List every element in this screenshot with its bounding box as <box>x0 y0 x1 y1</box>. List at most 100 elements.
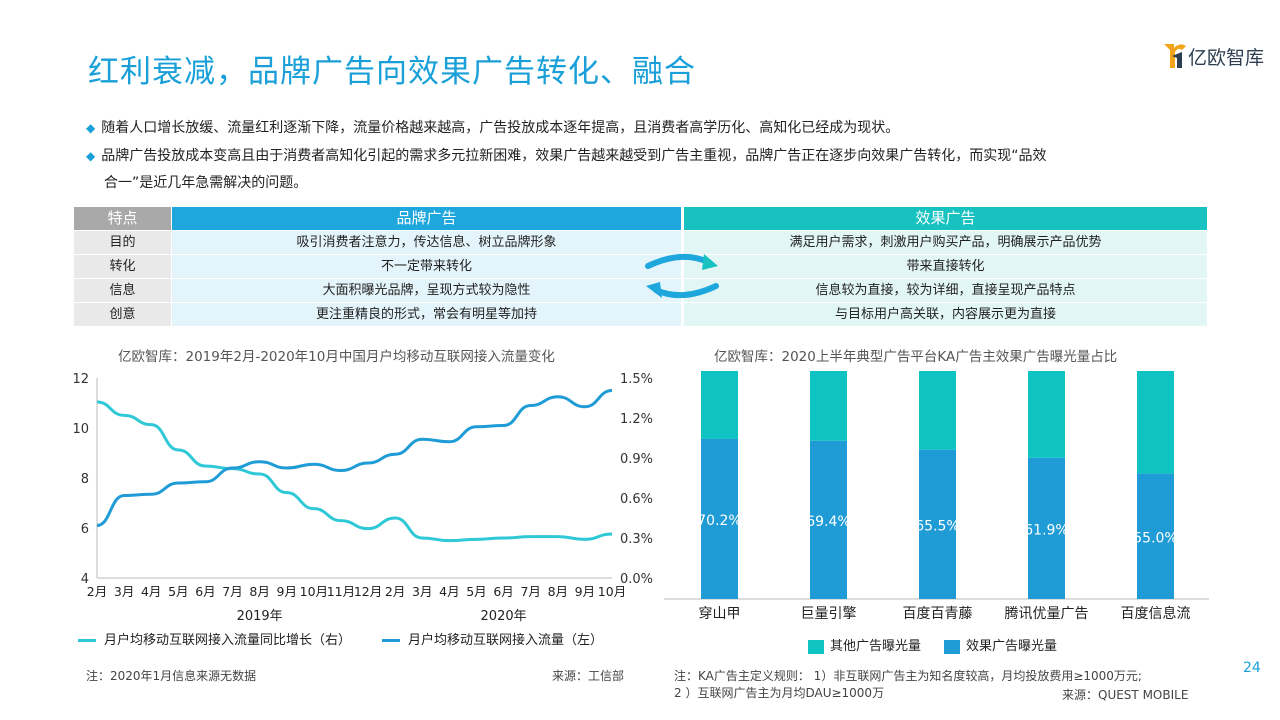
legend-growth-label: 月户均移动互联网接入流量同比增长（右） <box>104 633 352 648</box>
x-tick-label: 5月 <box>466 584 486 599</box>
y-right-tick-label: 1.2% <box>620 412 653 427</box>
category-label: 腾讯优量广告 <box>1005 605 1089 622</box>
bar-effect <box>810 440 847 599</box>
line-chart-title: 亿欧智库：2019年2月-2020年10月中国月户均移动互联网接入流量变化 <box>118 349 555 365</box>
legend-other-label: 其他广告曝光量 <box>830 639 922 654</box>
bar-chart: 70.2% 穿山甲 69.4% 巨量引擎 65.5% 百度百青藤 61.9% 腾讯优量广告 55… <box>664 371 1209 622</box>
bar-effect <box>701 438 738 599</box>
x-tick-label: 4月 <box>141 584 161 599</box>
bar-value-label: 61.9% <box>1024 522 1068 538</box>
x-tick-label: 6月 <box>195 584 215 599</box>
x-tick-label: 7月 <box>222 584 242 599</box>
x-tick-label: 3月 <box>114 584 134 599</box>
bullet-2: ◆ 品牌广告投放成本变高且由于消费者高知化引起的需求多元拉新困难，效果广告越来越受… <box>86 143 1046 169</box>
brand-cell: 不一定带来转化 <box>172 255 681 278</box>
brand-cell: 更注重精良的形式，常会有明星等加持 <box>172 303 681 326</box>
page-number: 24 <box>1243 660 1261 676</box>
bar-chart-note-2: 2 ）互联网广告主为月均DAU≥1000万 <box>674 686 885 700</box>
y-left-tick-label: 4 <box>81 572 89 587</box>
y-left-tick-label: 6 <box>81 522 89 537</box>
row-label: 信息 <box>74 279 171 302</box>
legend-effect-label: 效果广告曝光量 <box>966 639 1058 654</box>
table-row: 信息 大面积曝光品牌，呈现方式较为隐性 信息较为直接，较为详细，直接呈现产品特点 <box>74 279 1207 302</box>
legend-flow-label: 月户均移动互联网接入流量（左） <box>408 633 604 648</box>
bar-value-label: 70.2% <box>697 513 741 529</box>
effect-cell: 带来直接转化 <box>684 255 1207 278</box>
y-right-tick-label: 0.3% <box>620 532 653 547</box>
legend-growth-swatch <box>78 639 96 642</box>
x-tick-label: 5月 <box>168 584 188 599</box>
row-label: 创意 <box>74 303 171 326</box>
x-tick-label: 11月 <box>327 584 355 599</box>
category-label: 穿山甲 <box>699 606 741 622</box>
effect-cell: 满足用户需求，刺激用户购买产品，明确展示产品优势 <box>684 231 1207 254</box>
effect-cell: 与目标用户高关联，内容展示更为直接 <box>684 303 1207 326</box>
logo-text: 亿欧智库 <box>1188 47 1265 69</box>
category-label: 百度百青藤 <box>903 606 973 622</box>
line-chart-source: 来源：工信部 <box>552 669 625 683</box>
x-tick-label: 2月 <box>385 584 405 599</box>
x-tick-label: 3月 <box>412 584 432 599</box>
y-left-tick-label: 8 <box>81 472 89 487</box>
x-tick-label: 6月 <box>493 584 513 599</box>
category-label: 巨量引擎 <box>801 606 857 622</box>
x-tick-label: 8月 <box>548 584 568 599</box>
swap-arrows-icon <box>645 253 719 299</box>
legend-growth: 月户均移动互联网接入流量同比增长（右） <box>78 629 351 648</box>
table-row: 创意 更注重精良的形式，常会有明星等加持 与目标用户高关联，内容展示更为直接 <box>74 303 1207 326</box>
x-tick-label: 9月 <box>575 584 595 599</box>
bar-chart-note-1: 注：KA广告主定义规则： 1）非互联网广告主为知名度较高，月均投放费用≥1000… <box>674 669 1142 683</box>
bar-other <box>701 371 738 439</box>
row-label: 目的 <box>74 231 171 254</box>
table-row: 目的 吸引消费者注意力，传达信息、树立品牌形象 满足用户需求，刺激用户购买产品，… <box>74 231 1207 254</box>
year-label-2019: 2019年 <box>237 609 283 624</box>
bullet-text: 随着人口增长放缓、流量红利逐渐下降，流量价格越来越高，广告投放成本逐年提高，且消… <box>101 120 900 136</box>
y-right-tick-label: 0.6% <box>620 492 653 507</box>
x-tick-label: 4月 <box>439 584 459 599</box>
legend-flow: 月户均移动互联网接入流量（左） <box>382 629 603 648</box>
header-cell-brand: 品牌广告 <box>172 207 681 230</box>
legend-effect-swatch <box>944 639 960 654</box>
bar-chart-title: 亿欧智库：2020上半年典型广告平台KA广告主效果广告曝光量占比 <box>714 349 1118 365</box>
brand-cell: 大面积曝光品牌，呈现方式较为隐性 <box>172 279 681 302</box>
diamond-icon: ◆ <box>86 149 96 163</box>
effect-cell: 信息较为直接，较为详细，直接呈现产品特点 <box>684 279 1207 302</box>
bar-value-label: 65.5% <box>915 518 959 534</box>
x-tick-label: 10月 <box>598 584 626 599</box>
legend-effect: 效果广告曝光量 <box>944 635 1057 654</box>
row-label: 转化 <box>74 255 171 278</box>
bullet-text: 品牌广告投放成本变高且由于消费者高知化引起的需求多元拉新困难，效果广告越来越受到… <box>101 148 1047 164</box>
bullet-1: ◆ 随着人口增长放缓、流量红利逐渐下降，流量价格越来越高，广告投放成本逐年提高，且… <box>86 115 899 141</box>
diamond-icon: ◆ <box>86 121 96 135</box>
header-cell-effect: 效果广告 <box>684 207 1207 230</box>
bar-value-label: 55.0% <box>1133 530 1177 546</box>
bar-other <box>1137 371 1174 474</box>
legend-other-swatch <box>808 639 824 654</box>
x-tick-label: 12月 <box>354 584 382 599</box>
table-row: 转化 不一定带来转化 带来直接转化 <box>74 255 1207 278</box>
page-title: 红利衰减，品牌广告向效果广告转化、融合 <box>88 54 696 90</box>
x-tick-label: 10月 <box>300 584 328 599</box>
y-left-tick-label: 10 <box>72 422 89 437</box>
header-cell-feature: 特点 <box>74 207 171 230</box>
brand-cell: 吸引消费者注意力，传达信息、树立品牌形象 <box>172 231 681 254</box>
growth-series-line <box>96 400 613 543</box>
category-label: 百度信息流 <box>1121 605 1191 622</box>
y-right-tick-label: 1.5% <box>620 372 653 387</box>
y-left-tick-label: 12 <box>72 372 89 387</box>
logo-icon <box>1164 44 1186 68</box>
legend-other: 其他广告曝光量 <box>808 635 921 654</box>
bar-effect <box>1028 457 1065 599</box>
x-tick-label: 8月 <box>249 584 269 599</box>
bar-other <box>919 371 956 450</box>
x-tick-label: 7月 <box>520 584 540 599</box>
flow-series-line <box>96 389 613 527</box>
line-chart: 4 6 8 10 12 0.0% 0.3% 0.6% 0.9% 1.2% 1.5% 2月 3月 4月 5月 6… <box>72 372 653 624</box>
y-right-tick-label: 0.0% <box>620 572 653 587</box>
bullet-text: 合一”是近几年急需解决的问题。 <box>104 175 308 191</box>
table-header-row: 特点 品牌广告 效果广告 <box>74 207 1207 230</box>
bar-value-label: 69.4% <box>806 514 850 530</box>
y-right-tick-label: 0.9% <box>620 452 653 467</box>
x-tick-label: 9月 <box>277 584 297 599</box>
